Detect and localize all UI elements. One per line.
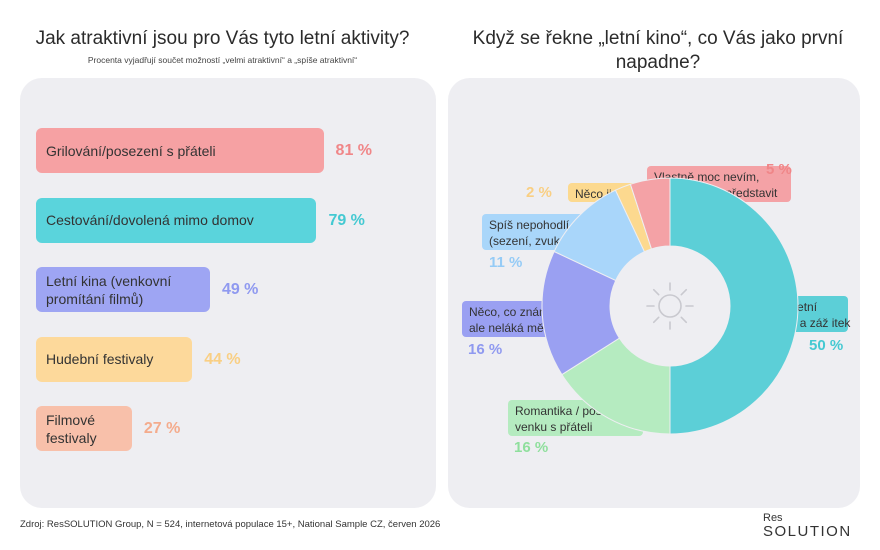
donut-chart (541, 177, 799, 435)
bar-3: Letní kina (venkovní promítání filmů) (36, 267, 210, 312)
donut-value-label: 5 % (766, 161, 792, 178)
donut-value-label: 11 % (489, 254, 523, 271)
left-chart-title: Jak atraktivní jsou pro Vás tyto letní a… (35, 28, 410, 49)
donut-slice-6 (629, 177, 671, 250)
donut-value-label: 50 % (809, 337, 844, 354)
bar-value-label: 81 % (335, 142, 373, 159)
bar-label: Grilování/posezení s přáteli (46, 142, 216, 159)
left-chart-subtitle: Procenta vyjadřují součet možností „velm… (87, 55, 358, 65)
donut-slice-1 (669, 177, 799, 435)
donut-value-label: 16 % (514, 439, 549, 456)
donut-value-label: 16 % (468, 341, 503, 358)
source-note: Zdroj: ResSOLUTION Group, N = 524, inter… (20, 519, 441, 530)
bar-value-label: 44 % (204, 350, 241, 368)
bar-chart-panel: Grilování/posezení s přáteli 81 % Cestován… (20, 78, 436, 508)
bar-label: Cestování/dovolená mimo domov (46, 212, 254, 228)
sun-icon (646, 282, 694, 330)
donut-value-label: 2 % (526, 184, 552, 201)
right-chart-title: Když se řekne „letní kino“, co Vás jako … (472, 28, 844, 73)
bar-1: Grilování/posezení s přáteli (36, 128, 324, 173)
bar-value-label: 79 % (328, 211, 365, 229)
bar-2: Cestování/dovolená mimo domov (36, 197, 317, 243)
bar-value-label: 27 % (143, 420, 181, 437)
bar-5: Filmové festivaly (36, 406, 132, 451)
bar-4: Hudební festivaly (36, 336, 193, 382)
logo-top-text: Res (763, 512, 783, 524)
company-logo: Res SOLUTIΟN (763, 512, 863, 540)
bar-value-label: 49 % (221, 281, 259, 298)
bar-label: Letní kina (venkovní promítání filmů) (46, 272, 172, 307)
bar-label: Filmové festivaly (46, 411, 97, 446)
logo-main-text: SOLUTIΟN (763, 523, 852, 540)
bar-label: Hudební festivaly (46, 351, 154, 367)
